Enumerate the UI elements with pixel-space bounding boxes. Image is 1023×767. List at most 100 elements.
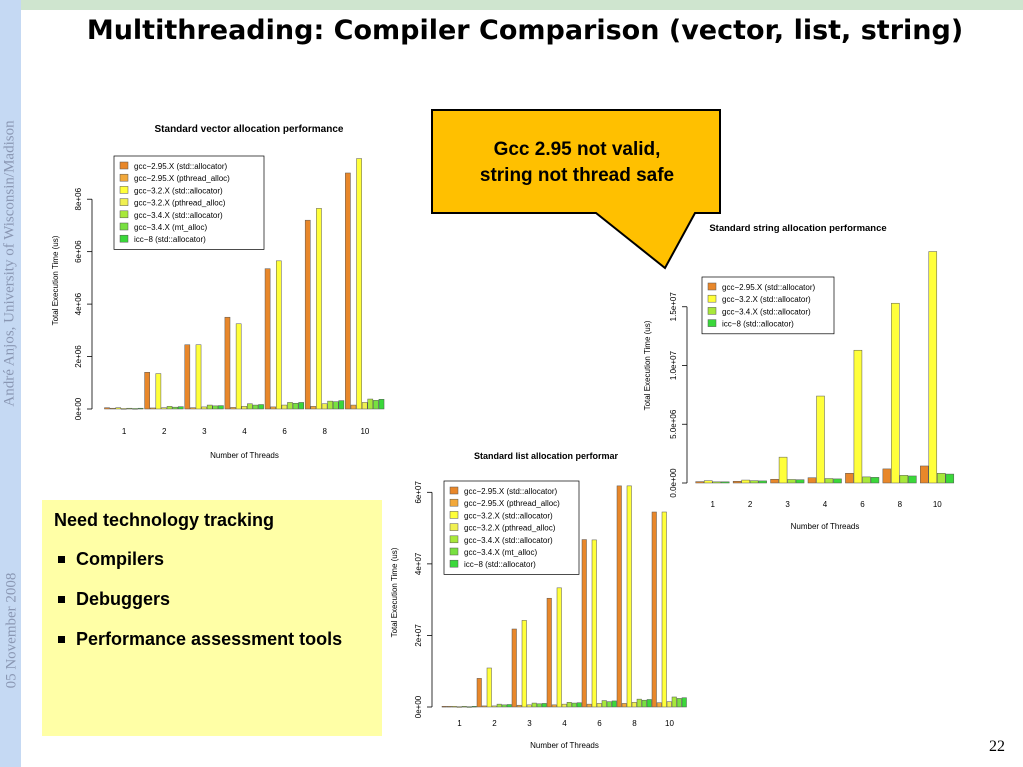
bar <box>304 219 311 410</box>
legend-label: gcc−2.95.X (pthread_alloc) <box>464 499 560 508</box>
bar <box>195 344 202 410</box>
y-tick-label: 2e+07 <box>414 624 423 647</box>
y-tick-label: 1.5e+07 <box>669 292 678 322</box>
bar <box>373 400 379 410</box>
bar <box>586 703 592 708</box>
x-tick-label: 4 <box>242 427 247 436</box>
x-tick-label: 8 <box>898 500 903 509</box>
bar <box>172 406 178 410</box>
x-tick-label: 4 <box>823 500 828 509</box>
bar <box>316 208 322 410</box>
bar <box>870 477 880 484</box>
bar <box>252 404 259 410</box>
legend-swatch <box>119 173 129 182</box>
x-tick-label: 10 <box>665 719 674 728</box>
legend-label: gcc−3.4.X (mt_alloc) <box>134 223 207 232</box>
bar <box>115 407 122 410</box>
bar <box>945 473 955 484</box>
sidebar-date-text: 05 November 2008 <box>3 572 20 689</box>
bar <box>109 407 116 410</box>
bar <box>212 405 219 410</box>
bar <box>378 399 385 410</box>
bar <box>536 703 542 708</box>
legend-swatch <box>707 294 717 303</box>
bar <box>287 402 293 410</box>
top-accent-band <box>0 0 1023 10</box>
x-tick-label: 1 <box>457 719 462 728</box>
bar <box>149 407 156 410</box>
bar <box>184 344 191 410</box>
y-tick-label: 2e+06 <box>74 345 83 368</box>
y-tick-label: 6e+07 <box>414 481 423 504</box>
x-axis-label: Number of Threads <box>210 451 279 460</box>
legend-swatch <box>449 547 459 556</box>
bar <box>206 404 213 410</box>
bar <box>298 402 304 410</box>
legend-label: gcc−3.2.X (pthread_alloc) <box>134 199 226 208</box>
bar <box>155 373 162 410</box>
notes-item-label: Debuggers <box>76 589 171 609</box>
legend-swatch <box>119 186 129 194</box>
notes-heading: Need technology tracking <box>54 510 275 530</box>
bar <box>270 406 276 410</box>
bar <box>281 404 288 410</box>
bar <box>511 628 517 708</box>
legend-label: gcc−2.95.X (std::allocator) <box>722 283 815 292</box>
bar <box>899 475 909 484</box>
bar <box>327 400 333 410</box>
bar <box>616 485 622 708</box>
chart-title: Standard list allocation performar <box>474 451 619 461</box>
x-axis-label: Number of Threads <box>530 741 599 750</box>
bar <box>166 406 173 410</box>
x-tick-label: 6 <box>282 427 287 436</box>
legend-swatch <box>449 486 459 495</box>
y-axis-label: Total Execution Time (us) <box>390 547 399 637</box>
bar <box>606 701 612 708</box>
legend-swatch <box>449 498 459 507</box>
bar <box>338 400 345 410</box>
bar <box>641 699 647 708</box>
bar <box>224 316 231 410</box>
bar <box>720 481 730 484</box>
legend-swatch <box>449 523 459 531</box>
bar <box>571 702 577 708</box>
bar <box>356 158 362 410</box>
bar <box>636 698 642 708</box>
bar <box>190 407 196 410</box>
bar <box>526 704 532 708</box>
bar <box>882 468 892 484</box>
bar <box>161 407 167 410</box>
legend-label: gcc−3.2.X (std::allocator) <box>464 511 553 520</box>
bar <box>177 406 184 410</box>
y-tick-label: 4e+06 <box>74 292 83 315</box>
bar <box>551 704 557 708</box>
bar <box>258 404 264 410</box>
slide-title: Multithreading: Compiler Comparison (vec… <box>86 15 964 46</box>
legend-swatch <box>449 559 459 568</box>
y-tick-label: 0e+00 <box>74 397 83 420</box>
bar <box>451 706 457 708</box>
bar <box>521 620 527 708</box>
bar <box>626 485 632 708</box>
legend-label: icc−8 (std::allocator) <box>464 560 536 569</box>
bar <box>676 698 682 708</box>
bar <box>601 700 607 708</box>
list-chart-svg: Standard list allocation performar 0e+00 2… <box>390 451 687 750</box>
legend-swatch <box>707 319 717 327</box>
bar <box>121 408 127 410</box>
notes-item-label: Performance assessment tools <box>76 629 343 649</box>
x-tick-label: 1 <box>122 427 127 436</box>
bar <box>218 405 224 410</box>
legend-label: gcc−3.4.X (std::allocator) <box>722 307 811 316</box>
legend-swatch <box>449 535 459 544</box>
bullet-icon <box>58 636 65 643</box>
x-tick-label: 3 <box>527 719 532 728</box>
bar <box>292 402 299 410</box>
bar <box>471 706 477 708</box>
callout-line-2: string not thread safe <box>479 165 675 186</box>
bar <box>576 702 582 708</box>
legend-label: icc−8 (std::allocator) <box>134 235 206 244</box>
bar <box>581 539 587 708</box>
bar <box>937 472 946 484</box>
x-tick-label: 2 <box>492 719 497 728</box>
